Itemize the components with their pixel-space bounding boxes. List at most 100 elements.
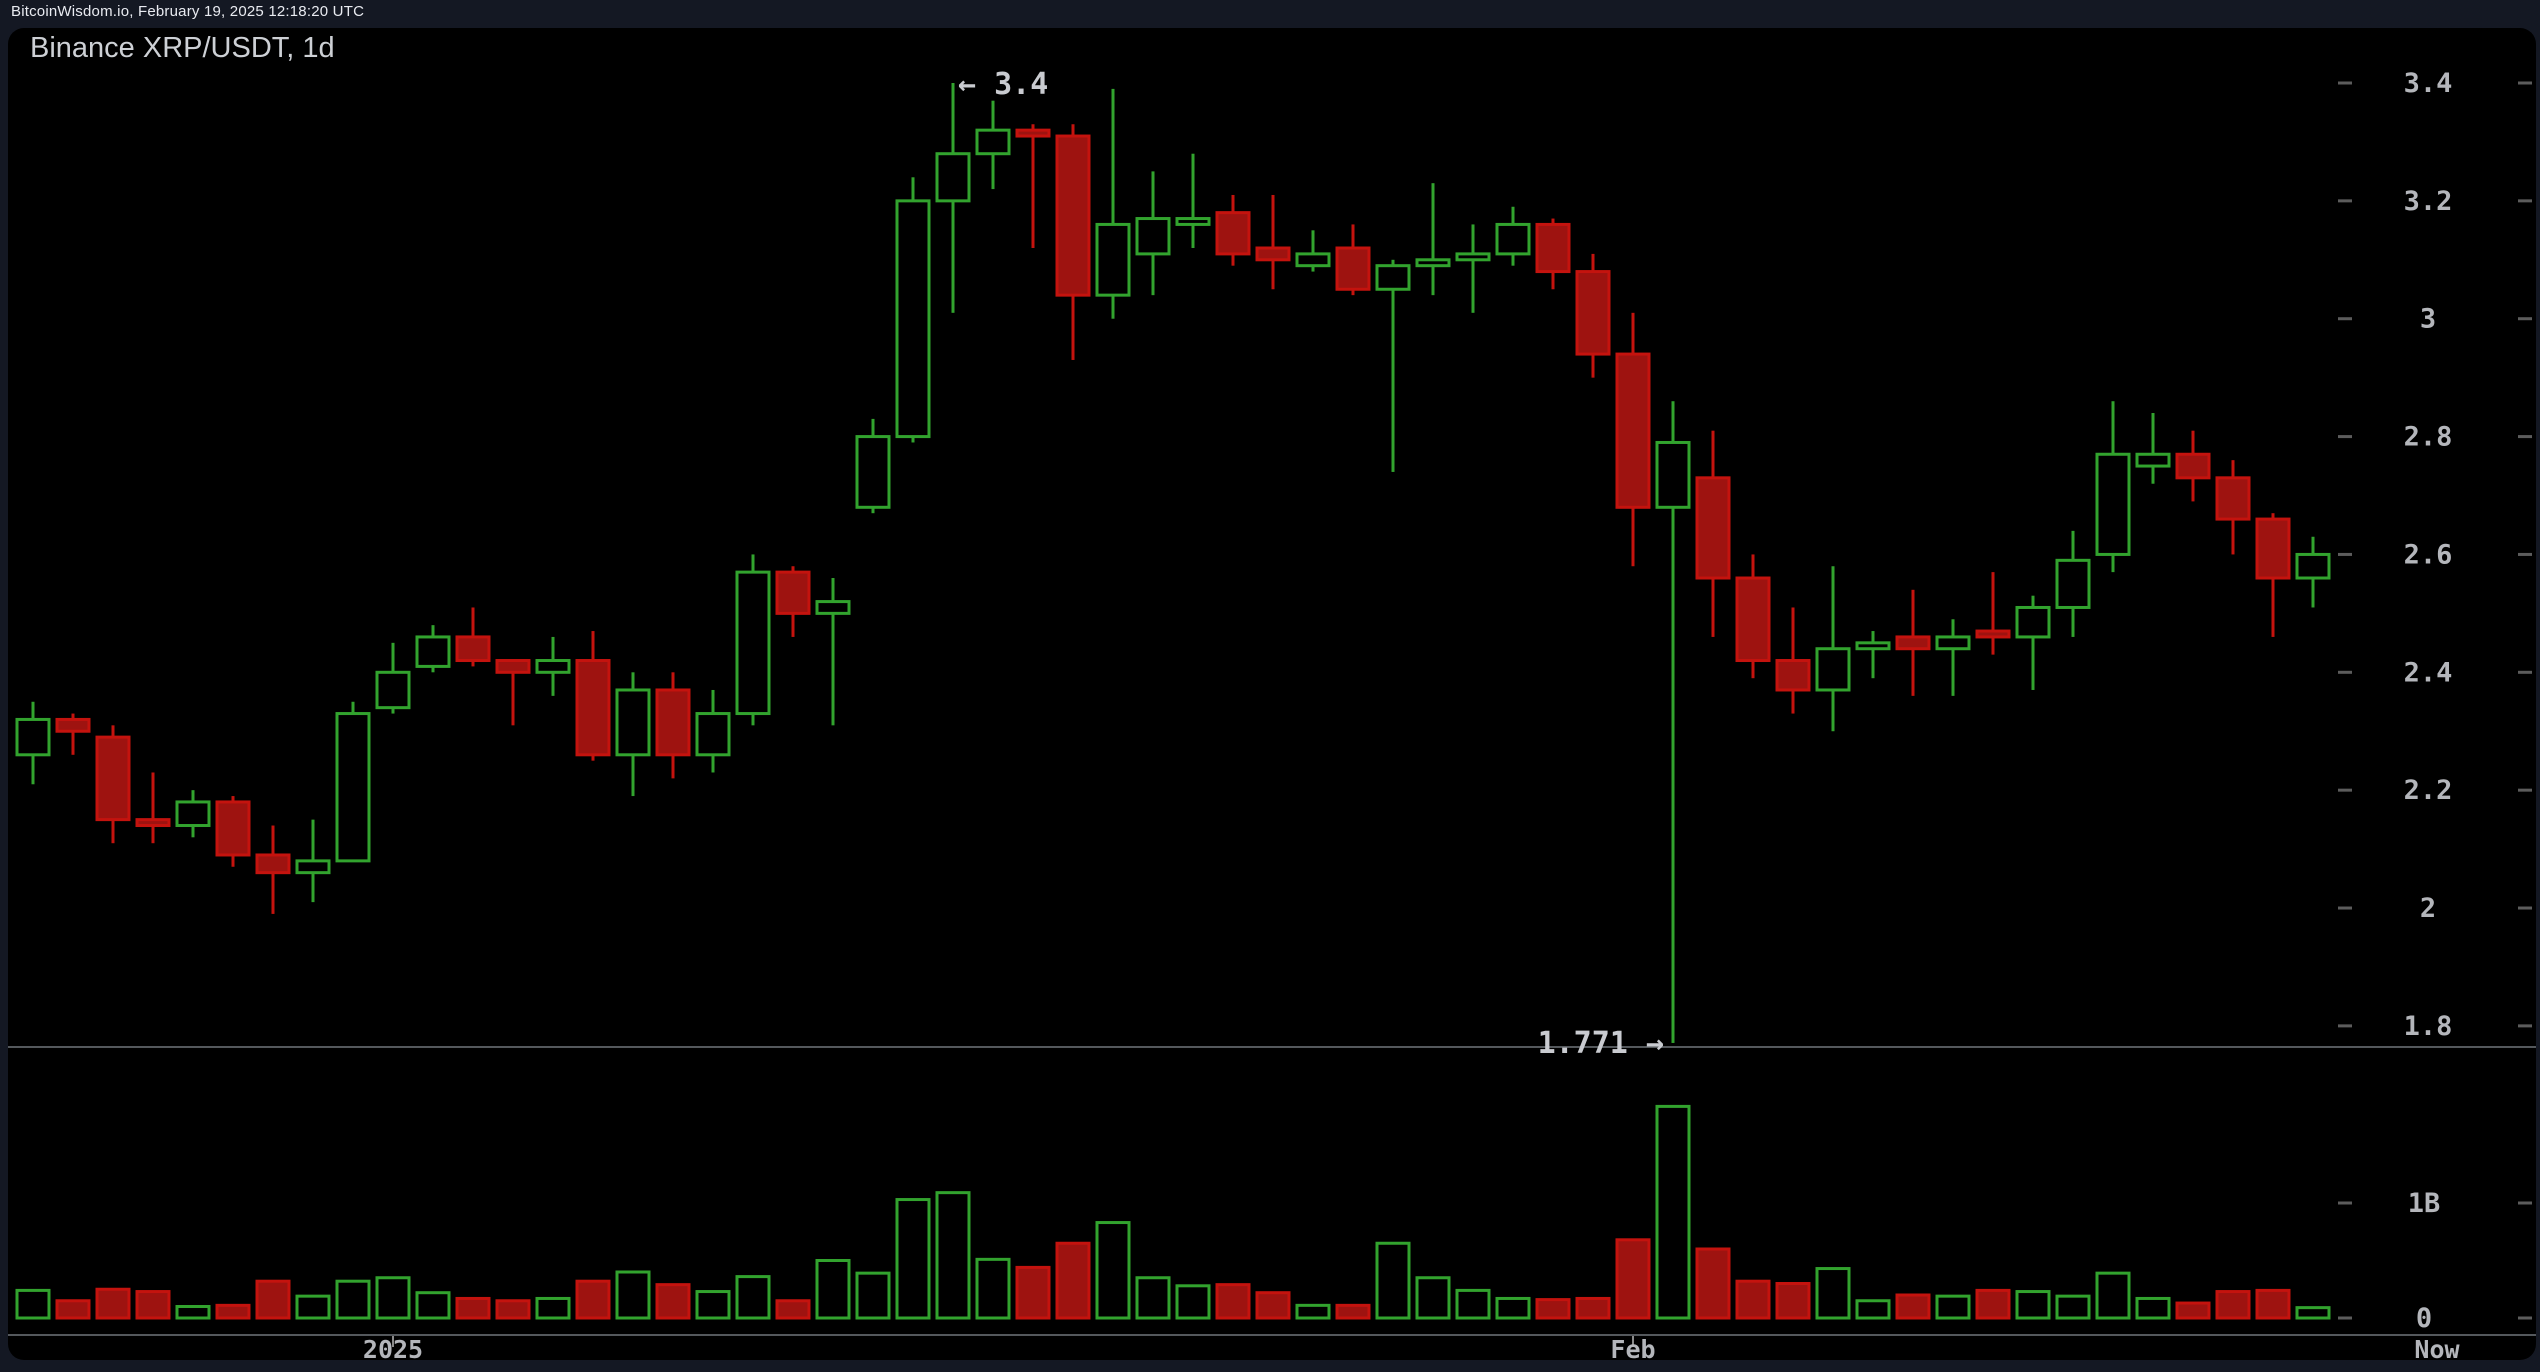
volume-bar (1855, 1299, 1891, 1320)
time-axis-divider (8, 1334, 2536, 1336)
volume-bar (535, 1296, 571, 1320)
volume-tick-dash-left (2338, 1316, 2352, 1320)
candle-body (2135, 452, 2171, 468)
price-axis-label: 1.8 (2404, 1011, 2453, 1042)
price-tick-dash-left (2338, 906, 2352, 910)
candle-body (2295, 552, 2331, 580)
candle-body (1455, 252, 1491, 262)
candle-body (1215, 211, 1251, 256)
price-tick-dash-left (2338, 670, 2352, 674)
candle-body (1575, 270, 1611, 356)
candle-body (1375, 264, 1411, 291)
candle-body (1415, 258, 1451, 268)
candle-body (1255, 246, 1291, 262)
volume-tick-dash-right (2518, 1201, 2532, 1205)
price-tick-dash-right (2518, 435, 2532, 439)
candle-body (375, 670, 411, 710)
candle-body (215, 800, 251, 857)
time-tick (392, 1336, 394, 1347)
volume-axis-label: 0 (2416, 1303, 2432, 1334)
candle-body (2215, 476, 2251, 521)
volume-bar (1615, 1238, 1651, 1320)
price-tick-dash-right (2518, 552, 2532, 556)
volume-bar (1335, 1303, 1371, 1320)
candle-body (2255, 517, 2291, 580)
price-tick-dash-left (2338, 199, 2352, 203)
candle-wick (831, 578, 835, 726)
volume-bar (1935, 1294, 1971, 1320)
volume-bar (1015, 1265, 1051, 1320)
volume-bar (735, 1275, 771, 1320)
candle-wick (511, 660, 515, 726)
candle-body (1655, 440, 1691, 509)
candle-body (975, 128, 1011, 156)
price-pane[interactable] (8, 28, 2536, 1047)
candle-body (815, 600, 851, 615)
candle-body (1815, 647, 1851, 692)
volume-bar (415, 1291, 451, 1320)
candle-wick (1991, 572, 1995, 655)
time-axis-label: Now (2414, 1335, 2460, 1364)
candle-wick (1431, 183, 1435, 296)
volume-bar (1895, 1293, 1931, 1320)
volume-bar (2255, 1288, 2291, 1320)
price-axis-label: 2.2 (2404, 775, 2453, 806)
candle-body (655, 688, 691, 757)
candle-body (2055, 558, 2091, 609)
volume-bar (1135, 1276, 1171, 1320)
volume-bar (2055, 1294, 2091, 1320)
candle-body (1175, 217, 1211, 226)
candle-body (775, 570, 811, 615)
candle-body (495, 659, 531, 674)
volume-bar (935, 1191, 971, 1320)
volume-bar (175, 1305, 211, 1320)
candle-body (1895, 635, 1931, 651)
price-tick-dash-right (2518, 1024, 2532, 1028)
candle-body (335, 712, 371, 863)
candle-body (2175, 452, 2211, 480)
volume-bar (1975, 1288, 2011, 1320)
volume-bar (855, 1271, 891, 1320)
candle-body (1775, 659, 1811, 692)
header-bar: BitcoinWisdom.io, February 19, 2025 12:1… (0, 0, 2540, 28)
volume-bar (15, 1288, 51, 1320)
volume-bar (695, 1290, 731, 1320)
session-low-annotation: 1.771 → (1538, 1026, 1664, 1061)
candle-body (575, 659, 611, 757)
price-tick-dash-right (2518, 81, 2532, 85)
volume-bar (215, 1303, 251, 1320)
price-tick-dash-left (2338, 81, 2352, 85)
volume-bar (775, 1299, 811, 1320)
volume-bar (295, 1294, 331, 1320)
volume-bar (1295, 1303, 1331, 1320)
candle-body (1135, 217, 1171, 256)
price-tick-dash-left (2338, 317, 2352, 321)
candle-wick (2151, 413, 2155, 484)
volume-bar (1455, 1288, 1491, 1320)
volume-bar (1655, 1104, 1691, 1320)
candle-wick (1951, 619, 1955, 696)
volume-bar (135, 1290, 171, 1320)
candle-wick (71, 713, 75, 755)
volume-bar (1055, 1241, 1091, 1320)
volume-bar (2135, 1296, 2171, 1320)
price-axis-label: 3.4 (2404, 68, 2453, 99)
price-tick-dash-left (2338, 552, 2352, 556)
candle-body (1495, 222, 1531, 256)
candle-body (255, 853, 291, 875)
price-axis-label: 2.6 (2404, 539, 2453, 570)
volume-bar (2215, 1290, 2251, 1320)
candle-body (175, 800, 211, 828)
volume-bar (2175, 1301, 2211, 1320)
price-axis-label: 3.2 (2404, 186, 2453, 217)
volume-bar (1215, 1283, 1251, 1320)
candle-body (1295, 252, 1331, 268)
volume-bar (375, 1276, 411, 1320)
candle-body (1615, 352, 1651, 509)
chart-title: Binance XRP/USDT, 1d (30, 32, 335, 65)
volume-bar (2095, 1271, 2131, 1320)
candle-body (1975, 629, 2011, 639)
volume-bar (1815, 1267, 1851, 1320)
